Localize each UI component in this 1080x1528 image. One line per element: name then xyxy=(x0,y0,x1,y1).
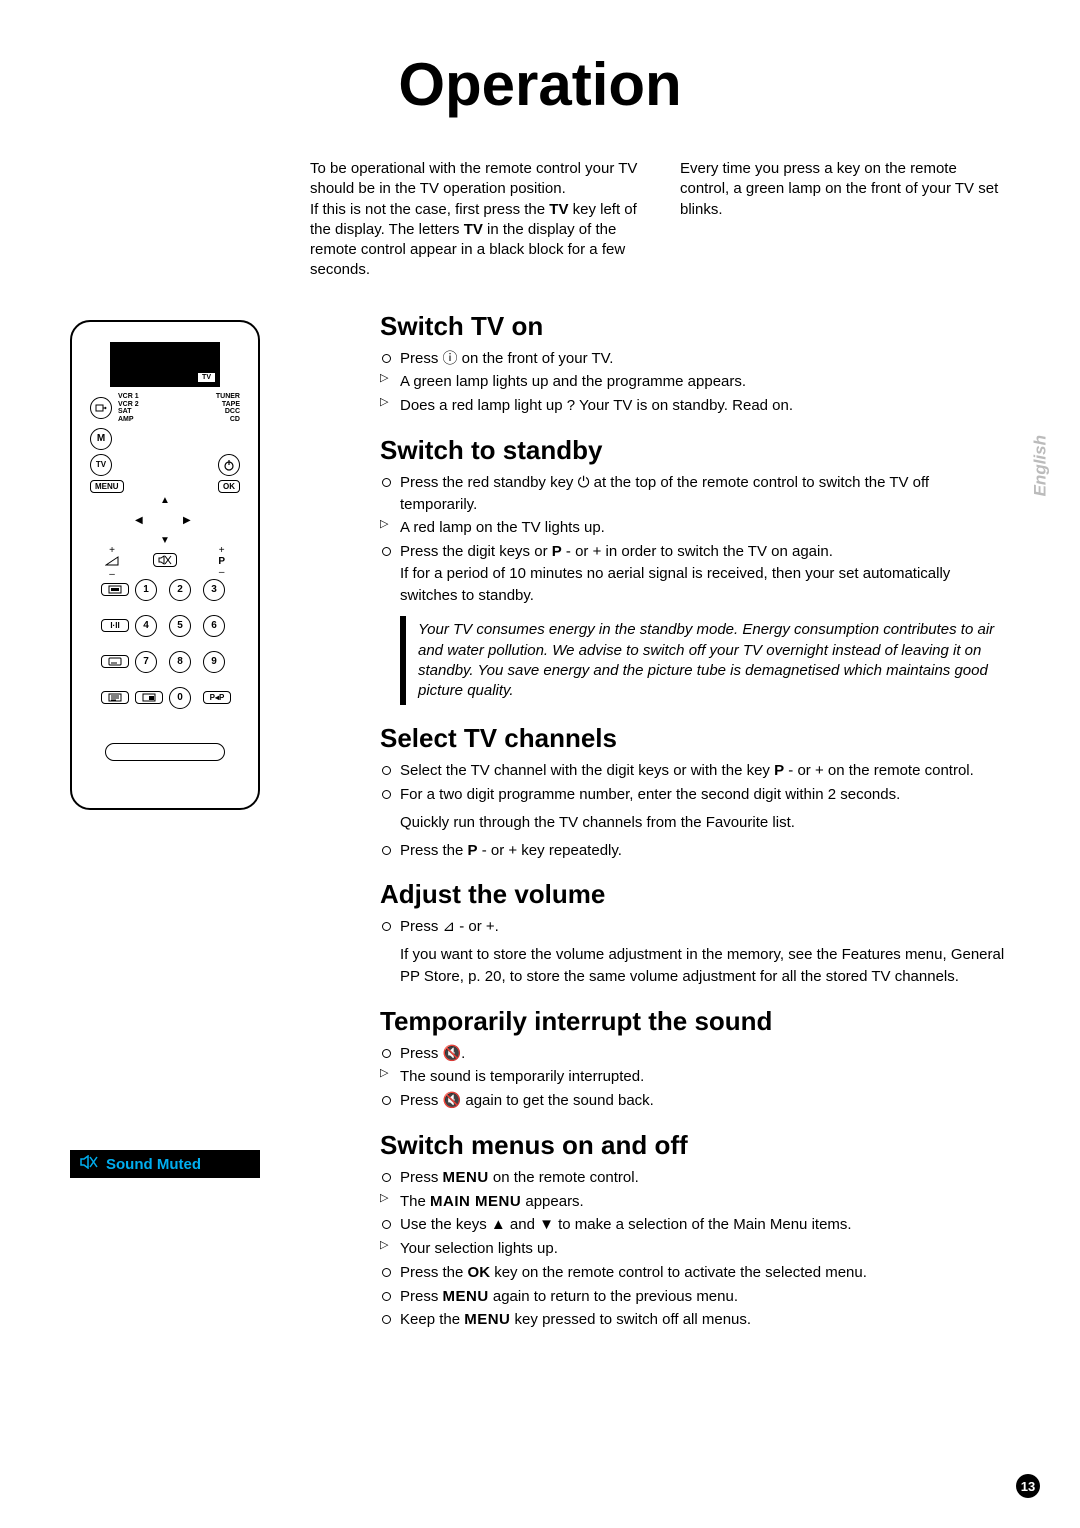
list-mute: Press 🔇.The sound is temporarily interru… xyxy=(380,1043,1010,1112)
section-standby: Switch to standby Press the red standby … xyxy=(380,435,1010,706)
list-item: A green lamp lights up and the programme… xyxy=(380,371,1010,393)
remote-tv-button: TV xyxy=(90,454,112,476)
remote-subtitle-button xyxy=(101,655,129,668)
section-volume: Adjust the volume Press ⊿ - or +. If you… xyxy=(380,879,1010,987)
remote-num-0: 0 xyxy=(169,687,191,709)
remote-numpad: 1 2 3 I·II 4 5 6 7 8 9 0 P◂P xyxy=(86,575,246,713)
volume-plain: If you want to store the volume adjustme… xyxy=(380,944,1010,988)
intro-left: To be operational with the remote contro… xyxy=(310,159,640,281)
side-column: TV VCR 1 VCR 2 SAT AMP TUNER TAPE xyxy=(70,320,300,1178)
list-switch-on: Press ⓘ on the front of your TV.A green … xyxy=(380,348,1010,417)
remote-num-3: 3 xyxy=(203,579,225,601)
remote-right-labels: TUNER TAPE DCC CD xyxy=(216,393,240,424)
list-item: Press 🔇 again to get the sound back. xyxy=(380,1090,1010,1112)
remote-tv-tag: TV xyxy=(198,373,215,382)
list-item: Press the red standby key ⏻ at the top o… xyxy=(380,472,1010,516)
intro-right: Every time you press a key on the remote… xyxy=(680,159,1010,281)
remote-num-8: 8 xyxy=(169,651,191,673)
remote-display: TV xyxy=(110,342,220,387)
remote-num-2: 2 xyxy=(169,579,191,601)
intro-columns: To be operational with the remote contro… xyxy=(310,159,1010,281)
list-channels-2: Press the P - or + key repeatedly. xyxy=(380,840,1010,862)
remote-num-9: 9 xyxy=(203,651,225,673)
list-menus: Press MENU on the remote control.The MAI… xyxy=(380,1167,1010,1331)
list-item: For a two digit programme number, enter … xyxy=(380,784,1010,806)
heading-volume: Adjust the volume xyxy=(380,879,1010,910)
energy-note: Your TV consumes energy in the standby m… xyxy=(400,616,1010,705)
section-menus: Switch menus on and off Press MENU on th… xyxy=(380,1130,1010,1331)
mute-icon xyxy=(80,1155,98,1173)
section-mute: Temporarily interrupt the sound Press 🔇.… xyxy=(380,1006,1010,1112)
remote-cover xyxy=(105,743,225,761)
page-title: Operation xyxy=(70,50,1010,119)
heading-standby: Switch to standby xyxy=(380,435,1010,466)
remote-num-4: 4 xyxy=(135,615,157,637)
remote-src-button xyxy=(90,397,112,419)
list-item: Use the keys ▲ and ▼ to make a selection… xyxy=(380,1214,1010,1236)
list-item: Press MENU on the remote control. xyxy=(380,1167,1010,1189)
heading-menus: Switch menus on and off xyxy=(380,1130,1010,1161)
remote-teletext-button xyxy=(101,691,129,704)
list-volume: Press ⊿ - or +. xyxy=(380,916,1010,938)
remote-control-diagram: TV VCR 1 VCR 2 SAT AMP TUNER TAPE xyxy=(70,320,260,810)
list-item: Press 🔇. xyxy=(380,1043,1010,1065)
remote-menu-button: MENU xyxy=(90,480,124,493)
remote-left-labels: VCR 1 VCR 2 SAT AMP xyxy=(118,393,139,424)
heading-channels: Select TV channels xyxy=(380,723,1010,754)
list-item: Your selection lights up. xyxy=(380,1238,1010,1260)
remote-mute-button xyxy=(153,553,177,567)
remote-num-7: 7 xyxy=(135,651,157,673)
remote-num-5: 5 xyxy=(169,615,191,637)
heading-mute: Temporarily interrupt the sound xyxy=(380,1006,1010,1037)
remote-pip-button xyxy=(135,691,163,704)
list-item: Keep the MENU key pressed to switch off … xyxy=(380,1309,1010,1331)
list-item: Select the TV channel with the digit key… xyxy=(380,760,1010,782)
list-item: The sound is temporarily interrupted. xyxy=(380,1066,1010,1088)
list-standby: Press the red standby key ⏻ at the top o… xyxy=(380,472,1010,607)
remote-dual-button: I·II xyxy=(101,619,129,632)
list-item: Press the digit keys or P - or + in orde… xyxy=(380,541,1010,606)
remote-aspect-button xyxy=(101,583,129,596)
remote-ok-button: OK xyxy=(218,480,240,493)
sound-muted-label: Sound Muted xyxy=(106,1156,201,1173)
section-channels: Select TV channels Select the TV channel… xyxy=(380,723,1010,861)
remote-dpad: ▲ ◀ ▶ ▼ + – + P – xyxy=(105,497,225,567)
section-switch-on: Switch TV on Press ⓘ on the front of you… xyxy=(380,311,1010,417)
remote-num-1: 1 xyxy=(135,579,157,601)
remote-num-6: 6 xyxy=(203,615,225,637)
language-tab: English xyxy=(1030,435,1050,496)
list-item: The MAIN MENU appears. xyxy=(380,1191,1010,1213)
list-item: Press ⊿ - or +. xyxy=(380,916,1010,938)
list-item: Press MENU again to return to the previo… xyxy=(380,1286,1010,1308)
channels-plain: Quickly run through the TV channels from… xyxy=(380,812,1010,834)
sound-muted-indicator: Sound Muted xyxy=(70,1150,260,1178)
remote-m-button: M xyxy=(90,428,112,450)
list-channels-1: Select the TV channel with the digit key… xyxy=(380,760,1010,806)
list-item: Press ⓘ on the front of your TV. xyxy=(380,348,1010,370)
list-item: Press the P - or + key repeatedly. xyxy=(380,840,1010,862)
list-item: A red lamp on the TV lights up. xyxy=(380,517,1010,539)
remote-standby-button xyxy=(218,454,240,476)
remote-pp-button: P◂P xyxy=(203,691,231,704)
heading-switch-on: Switch TV on xyxy=(380,311,1010,342)
list-item: Press the OK key on the remote control t… xyxy=(380,1262,1010,1284)
list-item: Does a red lamp light up ? Your TV is on… xyxy=(380,395,1010,417)
page-number: 13 xyxy=(1016,1474,1040,1498)
